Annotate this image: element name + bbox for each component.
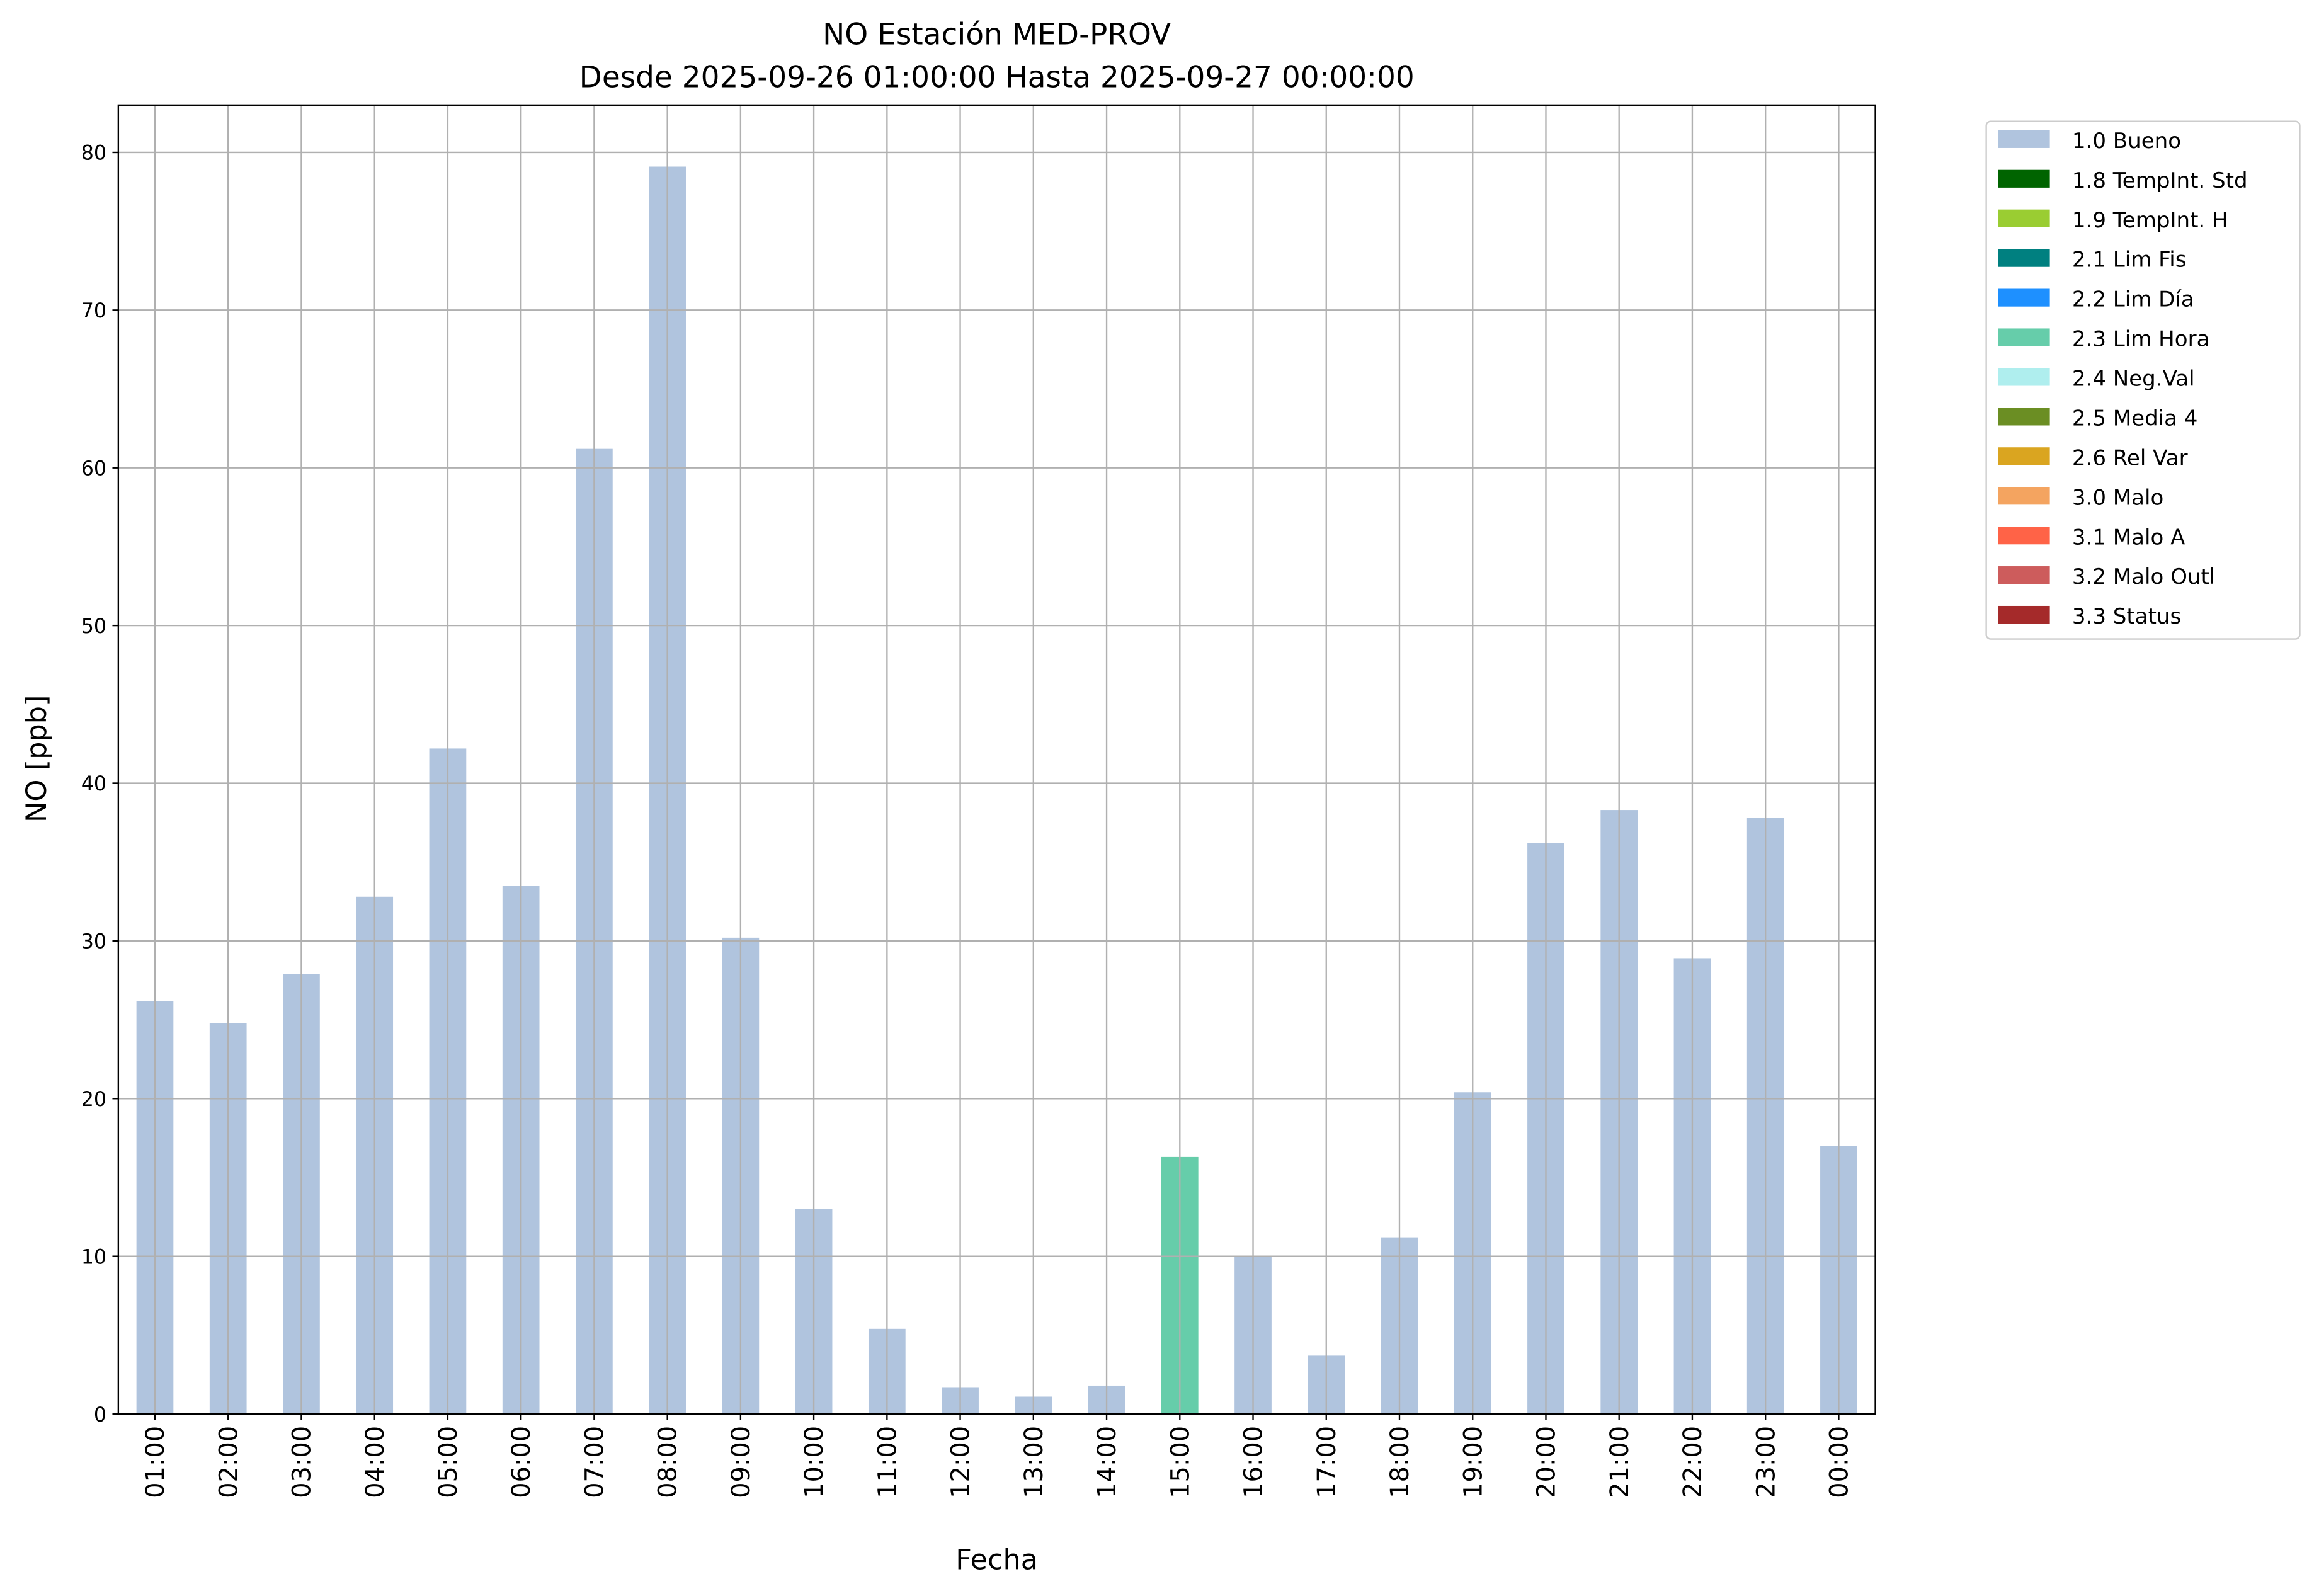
legend-label: 1.0 Bueno (2072, 128, 2181, 154)
legend-label: 2.4 Neg.Val (2072, 367, 2195, 392)
x-tick-label: 15:00 (1166, 1426, 1195, 1498)
legend-label: 2.1 Lim Fis (2072, 248, 2187, 273)
legend-swatch (1998, 328, 2050, 346)
x-tick-label: 20:00 (1532, 1426, 1561, 1498)
y-tick-label: 40 (81, 773, 106, 795)
x-tick-label: 11:00 (873, 1426, 902, 1498)
x-tick-label: 02:00 (214, 1426, 243, 1498)
x-axis-label: Fecha (955, 1544, 1038, 1576)
plot-frame (117, 104, 1876, 1415)
y-axis-label: NO [ppb] (20, 695, 53, 823)
legend-label: 2.2 Lim Día (2072, 287, 2194, 312)
legend-frame (1985, 120, 2301, 640)
x-tick-label: 01:00 (141, 1426, 170, 1498)
legend-swatch (1998, 605, 2050, 624)
x-tick-label: 13:00 (1020, 1426, 1049, 1498)
x-tick-label: 12:00 (947, 1426, 976, 1498)
y-tick-label: 10 (81, 1246, 106, 1268)
x-tick-label: 17:00 (1313, 1426, 1342, 1498)
legend-swatch (1998, 169, 2050, 188)
legend: 1.0 Bueno 1.8 TempInt. Std 1.9 TempInt. H 2… (1985, 120, 2301, 640)
legend-swatch (1998, 527, 2050, 545)
y-tick-label: 60 (81, 457, 106, 480)
y-tick-label: 50 (81, 615, 106, 638)
x-tick-label: 19:00 (1459, 1426, 1488, 1498)
legend-swatch (1998, 209, 2050, 227)
x-tick-label: 06:00 (507, 1426, 536, 1498)
legend-label: 2.6 Rel Var (2072, 445, 2188, 470)
legend-swatch (1998, 487, 2050, 505)
x-tick-label: 09:00 (727, 1426, 756, 1498)
legend-swatch (1998, 368, 2050, 386)
x-tick-label: 04:00 (361, 1426, 390, 1498)
x-tick-label: 21:00 (1605, 1426, 1634, 1498)
legend-label: 3.0 Malo (2072, 485, 2163, 510)
chart-subtitle: Desde 2025-09-26 01:00:00 Hasta 2025-09-… (579, 60, 1415, 95)
x-ticks: 01:00 02:00 03:00 04:00 05:00 06:00 07:00 08:00… (141, 1414, 1854, 1498)
chart-title: NO Estación MED-PROV (823, 18, 1171, 52)
legend-swatch (1998, 130, 2050, 148)
grid (118, 105, 1876, 1415)
x-tick-label: 05:00 (434, 1426, 463, 1498)
legend-swatch (1998, 249, 2050, 267)
legend-swatch (1998, 566, 2050, 584)
x-tick-label: 03:00 (288, 1426, 317, 1498)
legend-swatch (1998, 408, 2050, 426)
legend-label: 3.2 Malo Outl (2072, 564, 2215, 590)
x-tick-label: 10:00 (800, 1426, 829, 1498)
legend-label: 1.9 TempInt. H (2072, 208, 2228, 233)
y-tick-label: 20 (81, 1088, 106, 1111)
x-tick-label: 18:00 (1386, 1426, 1415, 1498)
x-tick-label: 14:00 (1093, 1426, 1122, 1498)
legend-label: 3.3 Status (2072, 604, 2181, 629)
legend-swatch (1998, 288, 2050, 307)
x-tick-label: 08:00 (654, 1426, 683, 1498)
y-tick-label: 0 (94, 1404, 106, 1427)
bars (136, 166, 1857, 1415)
x-tick-label: 23:00 (1752, 1426, 1781, 1498)
x-tick-label: 22:00 (1678, 1426, 1707, 1498)
x-tick-label: 16:00 (1239, 1426, 1268, 1498)
legend-swatch (1998, 447, 2050, 465)
legend-label: 2.3 Lim Hora (2072, 327, 2210, 352)
y-tick-label: 70 (81, 300, 106, 322)
legend-label: 3.1 Malo A (2072, 525, 2185, 550)
x-tick-label: 00:00 (1825, 1426, 1854, 1498)
legend-label: 2.5 Media 4 (2072, 406, 2198, 431)
y-tick-label: 80 (81, 142, 106, 165)
y-tick-label: 30 (81, 931, 106, 954)
y-ticks: 0 10 20 30 40 50 60 70 80 (81, 142, 118, 1427)
x-tick-label: 07:00 (580, 1426, 609, 1498)
legend-label: 1.8 TempInt. Std (2072, 168, 2248, 193)
